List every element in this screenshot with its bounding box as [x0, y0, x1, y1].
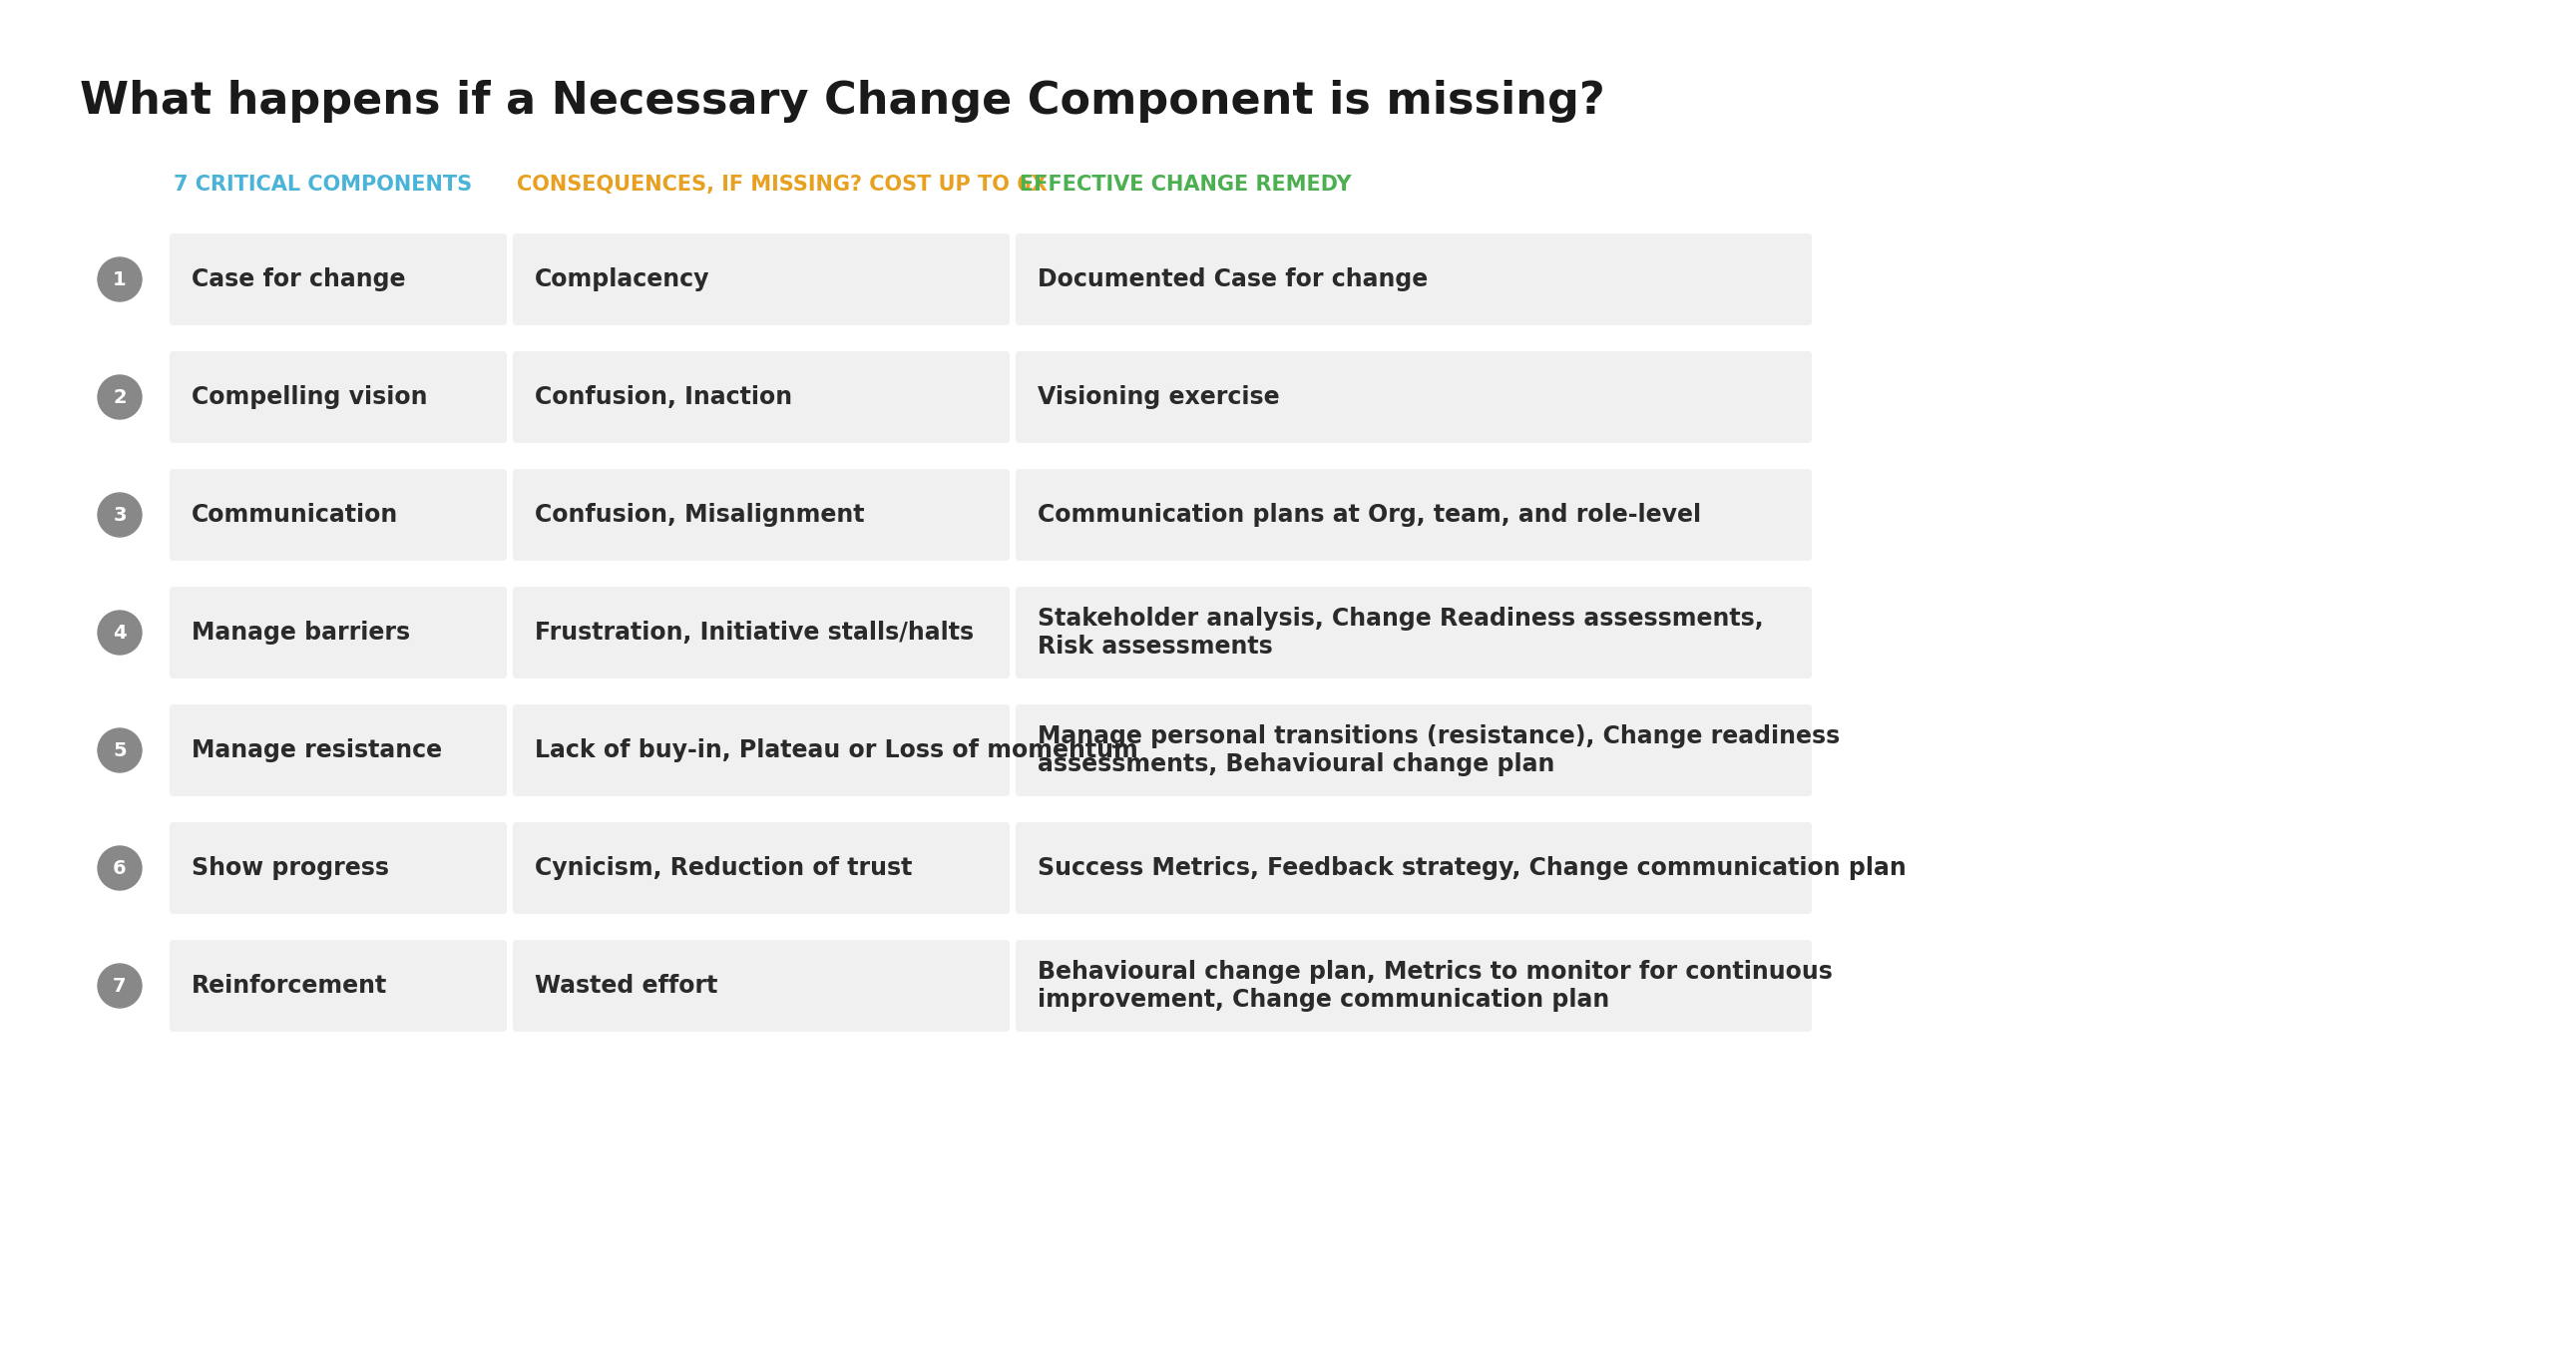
Circle shape	[98, 258, 142, 301]
Text: Show progress: Show progress	[191, 856, 389, 881]
Text: Behavioural change plan, Metrics to monitor for continuous
improvement, Change c: Behavioural change plan, Metrics to moni…	[1038, 959, 1832, 1012]
Circle shape	[98, 963, 142, 1008]
Text: Manage resistance: Manage resistance	[191, 738, 443, 763]
Text: Communication: Communication	[191, 503, 399, 527]
FancyBboxPatch shape	[1015, 940, 1811, 1031]
FancyBboxPatch shape	[513, 822, 1010, 915]
Text: Visioning exercise: Visioning exercise	[1038, 385, 1280, 408]
Circle shape	[98, 611, 142, 654]
FancyBboxPatch shape	[1015, 822, 1811, 915]
Text: 6: 6	[113, 859, 126, 878]
FancyBboxPatch shape	[170, 822, 507, 915]
Text: Manage barriers: Manage barriers	[191, 620, 410, 645]
Text: Wasted effort: Wasted effort	[536, 974, 719, 997]
Text: Case for change: Case for change	[191, 267, 404, 292]
FancyBboxPatch shape	[513, 586, 1010, 678]
Text: CONSEQUENCES, IF MISSING? COST UP TO 6X: CONSEQUENCES, IF MISSING? COST UP TO 6X	[518, 175, 1048, 194]
FancyBboxPatch shape	[513, 940, 1010, 1031]
Text: Communication plans at Org, team, and role-level: Communication plans at Org, team, and ro…	[1038, 503, 1700, 527]
FancyBboxPatch shape	[1015, 351, 1811, 442]
Circle shape	[98, 375, 142, 419]
Text: Confusion, Misalignment: Confusion, Misalignment	[536, 503, 866, 527]
FancyBboxPatch shape	[1015, 470, 1811, 560]
Text: 2: 2	[113, 388, 126, 407]
Text: 5: 5	[113, 741, 126, 760]
Text: Compelling vision: Compelling vision	[191, 385, 428, 408]
FancyBboxPatch shape	[1015, 704, 1811, 797]
Text: 1: 1	[113, 270, 126, 289]
FancyBboxPatch shape	[513, 704, 1010, 797]
Text: Success Metrics, Feedback strategy, Change communication plan: Success Metrics, Feedback strategy, Chan…	[1038, 856, 1906, 881]
FancyBboxPatch shape	[1015, 233, 1811, 326]
Text: Lack of buy-in, Plateau or Loss of momentum: Lack of buy-in, Plateau or Loss of momen…	[536, 738, 1139, 763]
Text: 7: 7	[113, 976, 126, 995]
Circle shape	[98, 729, 142, 772]
FancyBboxPatch shape	[170, 351, 507, 442]
FancyBboxPatch shape	[170, 470, 507, 560]
FancyBboxPatch shape	[1015, 586, 1811, 678]
FancyBboxPatch shape	[170, 233, 507, 326]
Text: Reinforcement: Reinforcement	[191, 974, 386, 997]
Circle shape	[98, 493, 142, 537]
Text: Cynicism, Reduction of trust: Cynicism, Reduction of trust	[536, 856, 912, 881]
FancyBboxPatch shape	[170, 586, 507, 678]
FancyBboxPatch shape	[513, 470, 1010, 560]
FancyBboxPatch shape	[513, 351, 1010, 442]
Text: 7 CRITICAL COMPONENTS: 7 CRITICAL COMPONENTS	[173, 175, 471, 194]
Text: Confusion, Inaction: Confusion, Inaction	[536, 385, 793, 408]
FancyBboxPatch shape	[170, 704, 507, 797]
FancyBboxPatch shape	[170, 940, 507, 1031]
Text: What happens if a Necessary Change Component is missing?: What happens if a Necessary Change Compo…	[80, 80, 1605, 122]
Text: Frustration, Initiative stalls/halts: Frustration, Initiative stalls/halts	[536, 620, 974, 645]
Text: Complacency: Complacency	[536, 267, 711, 292]
Text: Manage personal transitions (resistance), Change readiness
assessments, Behaviou: Manage personal transitions (resistance)…	[1038, 725, 1839, 776]
FancyBboxPatch shape	[513, 233, 1010, 326]
Text: Documented Case for change: Documented Case for change	[1038, 267, 1427, 292]
Text: 4: 4	[113, 623, 126, 642]
Circle shape	[98, 847, 142, 890]
Text: 3: 3	[113, 505, 126, 524]
Text: EFFECTIVE CHANGE REMEDY: EFFECTIVE CHANGE REMEDY	[1020, 175, 1352, 194]
Text: Stakeholder analysis, Change Readiness assessments,
Risk assessments: Stakeholder analysis, Change Readiness a…	[1038, 607, 1765, 658]
